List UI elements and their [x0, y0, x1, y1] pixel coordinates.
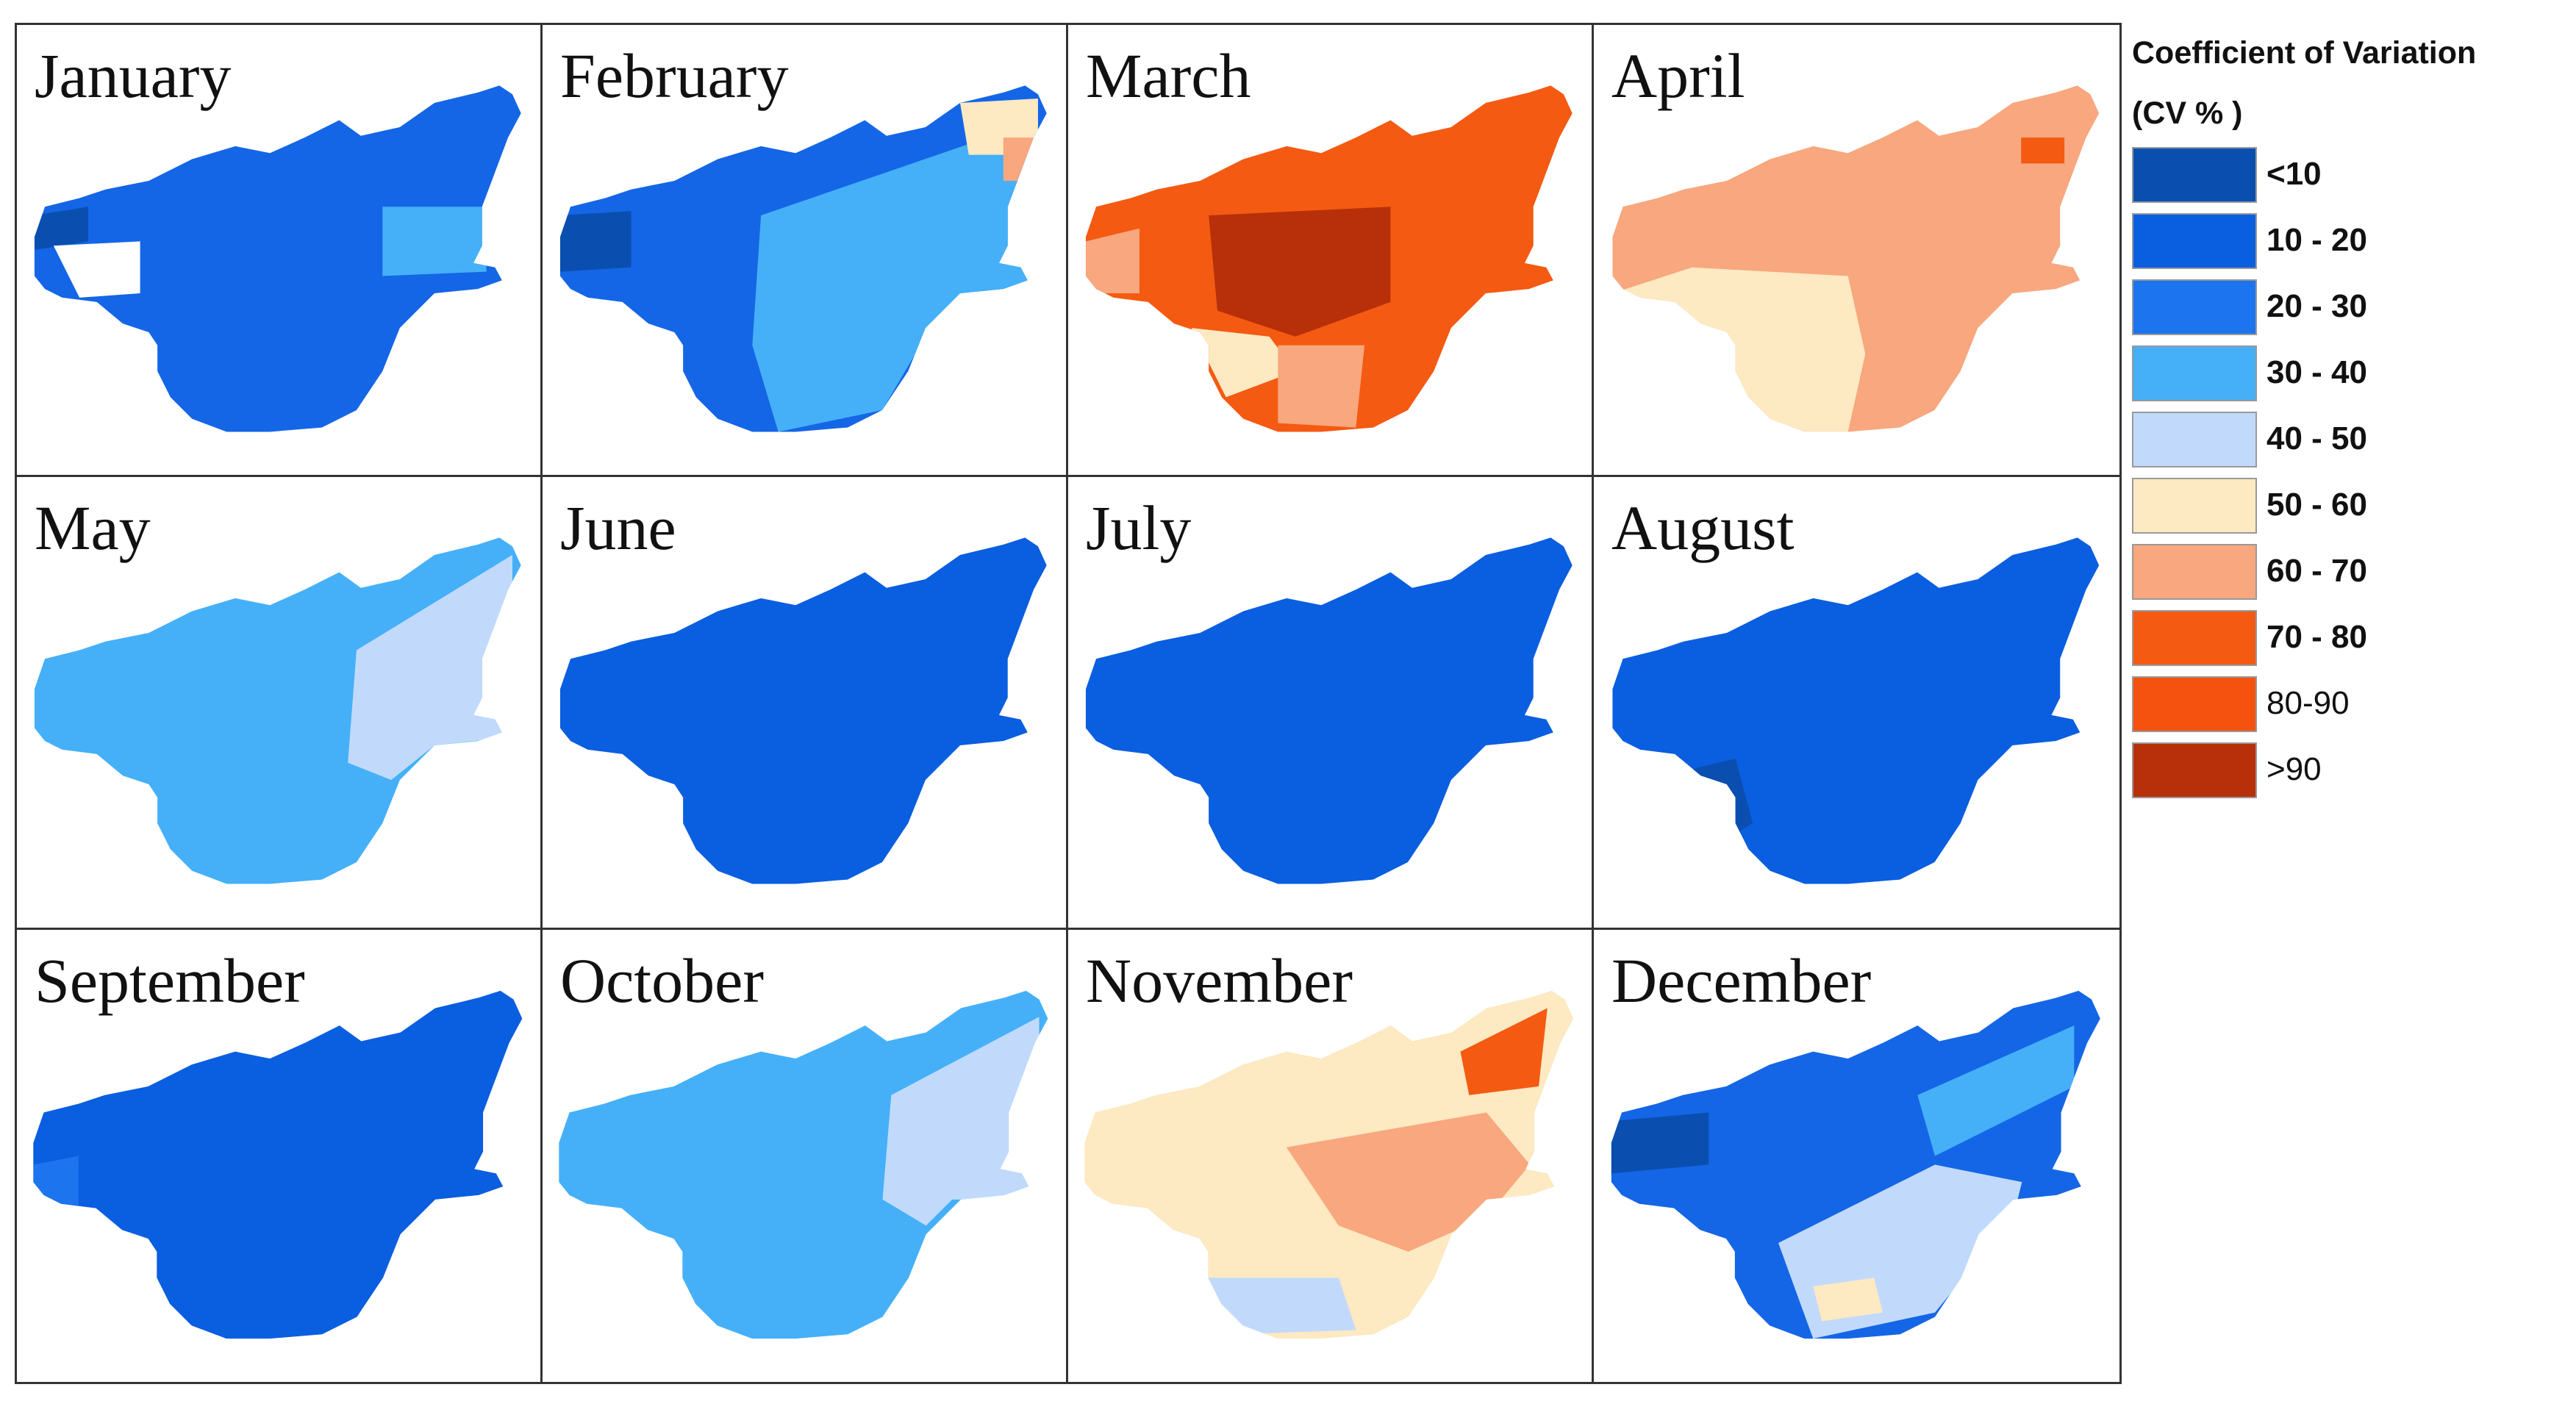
map-panel-july: July [1068, 477, 1594, 930]
map-panel-november: November [1068, 929, 1594, 1382]
legend-item: 80-90 [2132, 676, 2573, 735]
cv-zone [382, 207, 487, 276]
map-panel-may: May [17, 477, 543, 930]
legend-label: 10 - 20 [2266, 222, 2367, 258]
monthly-map-grid: January February March April May June July Augu… [15, 23, 2122, 1384]
cv-zone [1209, 207, 1391, 337]
month-label: December [1611, 945, 1872, 1016]
map-panel-october: October [543, 929, 1068, 1382]
basin-map [34, 537, 521, 884]
legend-swatch [2132, 478, 2257, 534]
basin-map [33, 990, 523, 1339]
legend-swatch [2132, 544, 2257, 600]
legend-swatch [2132, 213, 2257, 269]
cv-zone [33, 1155, 79, 1217]
cv-zone [752, 120, 1038, 432]
cv-zone [2021, 137, 2065, 164]
cv-zone [1278, 345, 1365, 428]
legend-item: 30 - 40 [2132, 345, 2573, 404]
map-panel-march: March [1068, 25, 1594, 478]
legend-swatch [2132, 676, 2257, 732]
legend-item: <10 [2132, 147, 2573, 206]
legend-title: Coefficient of Variation [2132, 35, 2477, 71]
basin-map [34, 85, 521, 432]
basin-map [1084, 990, 1574, 1339]
cv-zone [1611, 1112, 1709, 1173]
basin-map [559, 537, 1047, 884]
month-label: August [1611, 492, 1795, 564]
basin-fill [34, 85, 521, 432]
cv-zone [1813, 1277, 1883, 1322]
basin-fill [1612, 537, 2100, 884]
legend-swatch [2132, 610, 2257, 666]
cv-zone [882, 1016, 1040, 1225]
map-panel-february: February [543, 25, 1068, 478]
map-panel-december: December [1594, 930, 2119, 1382]
legend-label: 60 - 70 [2266, 553, 2367, 589]
cv-zone [1917, 1025, 2075, 1156]
basin-fill [559, 537, 1047, 884]
month-label: May [35, 492, 151, 564]
legend-label: 70 - 80 [2266, 619, 2367, 655]
map-panel-january: January [17, 25, 543, 478]
month-label: November [1086, 945, 1353, 1016]
legend-swatch [2132, 279, 2257, 335]
legend-label: <10 [2266, 156, 2322, 192]
cv-zone [559, 211, 632, 272]
map-panel-august: August [1594, 477, 2119, 930]
month-label: September [35, 945, 305, 1016]
basin-map [1085, 537, 1573, 884]
legend-label: 20 - 30 [2266, 288, 2367, 324]
basin-map [1085, 85, 1573, 432]
map-panel-september: September [17, 929, 543, 1382]
legend-item: 50 - 60 [2132, 478, 2573, 537]
cv-zone [348, 555, 512, 781]
month-label: April [1611, 40, 1745, 111]
legend-item: 10 - 20 [2132, 213, 2573, 272]
legend-label: 50 - 60 [2266, 487, 2367, 523]
legend-label: 30 - 40 [2266, 354, 2367, 390]
basin-map [1611, 990, 2100, 1339]
legend-item: >90 [2132, 742, 2573, 801]
basin-fill [1612, 85, 2100, 432]
legend-label: >90 [2266, 751, 2322, 787]
legend-subtitle: (CV % ) [2132, 96, 2243, 131]
legend-item: 40 - 50 [2132, 412, 2573, 470]
map-panel-june: June [543, 477, 1068, 930]
cv-zone [53, 241, 140, 298]
legend-swatch [2132, 412, 2257, 467]
cv-zone [1085, 228, 1139, 294]
legend-swatch [2132, 742, 2257, 798]
cv-zone [1208, 1277, 1356, 1334]
legend-swatch [2132, 345, 2257, 401]
legend-item: 60 - 70 [2132, 544, 2573, 603]
month-label: January [35, 40, 232, 111]
cv-zone [1286, 1112, 1531, 1252]
basin-map [559, 85, 1047, 432]
month-label: June [560, 492, 676, 564]
basin-fill [1085, 537, 1573, 884]
legend-swatch [2132, 147, 2257, 203]
basin-map [1612, 85, 2100, 432]
month-label: July [1086, 492, 1192, 564]
legend-item: 20 - 30 [2132, 279, 2573, 338]
basin-map [559, 990, 1048, 1339]
cv-zone [1612, 267, 1866, 432]
month-label: October [560, 945, 764, 1016]
month-label: February [560, 40, 789, 111]
cv-zone [1003, 137, 1038, 181]
map-panel-april: April [1594, 25, 2119, 478]
legend-label: 80-90 [2266, 685, 2350, 721]
cv-zone [1191, 328, 1295, 398]
legend-label: 40 - 50 [2266, 420, 2367, 456]
legend-item: 70 - 80 [2132, 610, 2573, 669]
basin-fill [33, 990, 523, 1339]
legend: Coefficient of Variation (CV % ) <10 10 -… [2132, 29, 2573, 985]
month-label: March [1086, 40, 1251, 111]
cv-zone [34, 207, 88, 251]
cv-zone [1460, 1008, 1548, 1095]
basin-map [1612, 537, 2100, 884]
